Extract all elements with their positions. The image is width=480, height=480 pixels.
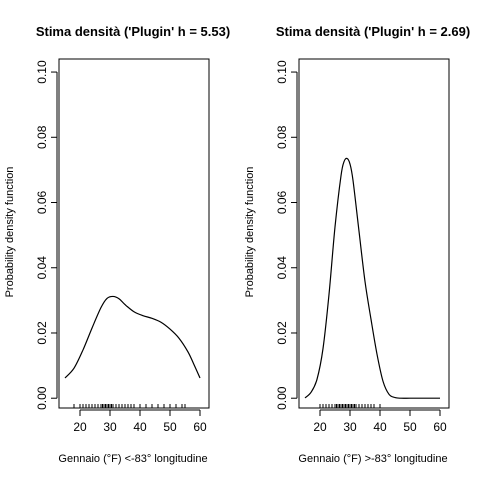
panel-right-density-curve (304, 157, 440, 399)
y-tick-label: 0.02 (35, 321, 49, 345)
panel-left-density-curve (64, 295, 201, 379)
y-tick-label: 0.10 (275, 60, 289, 84)
y-tick-label: 0.06 (35, 191, 49, 215)
y-tick-label: 0.08 (35, 125, 49, 149)
x-tick-label: 50 (163, 420, 177, 434)
y-tick-label: 0.00 (35, 386, 49, 410)
y-tick-label: 0.00 (275, 386, 289, 410)
y-tick-label: 0.04 (275, 256, 289, 280)
x-tick-label: 40 (133, 420, 147, 434)
x-tick-label: 40 (373, 420, 387, 434)
y-tick-label: 0.02 (275, 321, 289, 345)
x-tick-label: 30 (103, 420, 117, 434)
panel-left-density: Stima densità ('Plugin' h = 5.53) Gennai… (4, 24, 230, 465)
y-tick-label: 0.04 (35, 256, 49, 280)
panel-left-rug (73, 404, 186, 408)
x-tick-label: 50 (403, 420, 417, 434)
x-tick-label: 60 (193, 420, 207, 434)
panel-right-y-axis: 0.00 0.02 0.04 0.06 0.08 0.10 (275, 60, 298, 410)
y-tick-label: 0.10 (35, 60, 49, 84)
panel-right-xlabel: Gennaio (°F) >-83° longitudine (298, 453, 447, 465)
panel-left-y-axis: 0.00 0.02 0.04 0.06 0.08 0.10 (35, 60, 58, 410)
panel-right-rug (319, 404, 381, 408)
panel-left-title: Stima densità ('Plugin' h = 5.53) (36, 24, 230, 39)
panel-left-xlabel: Gennaio (°F) <-83° longitudine (58, 453, 207, 465)
panel-right-title: Stima densità ('Plugin' h = 2.69) (276, 24, 470, 39)
y-tick-label: 0.08 (275, 125, 289, 149)
panel-right-density: Stima densità ('Plugin' h = 2.69) Gennai… (244, 24, 470, 465)
x-tick-label: 30 (343, 420, 357, 434)
panel-left-plot-frame (58, 58, 210, 409)
panel-right-ylabel: Probability density function (244, 167, 256, 298)
x-tick-label: 20 (313, 420, 327, 434)
y-tick-label: 0.06 (275, 191, 289, 215)
panel-right-x-axis: 20 30 40 50 60 (313, 409, 447, 434)
panel-left-x-axis: 20 30 40 50 60 (73, 409, 207, 434)
panel-left-ylabel: Probability density function (4, 167, 16, 298)
x-tick-label: 20 (73, 420, 87, 434)
x-tick-label: 60 (433, 420, 447, 434)
